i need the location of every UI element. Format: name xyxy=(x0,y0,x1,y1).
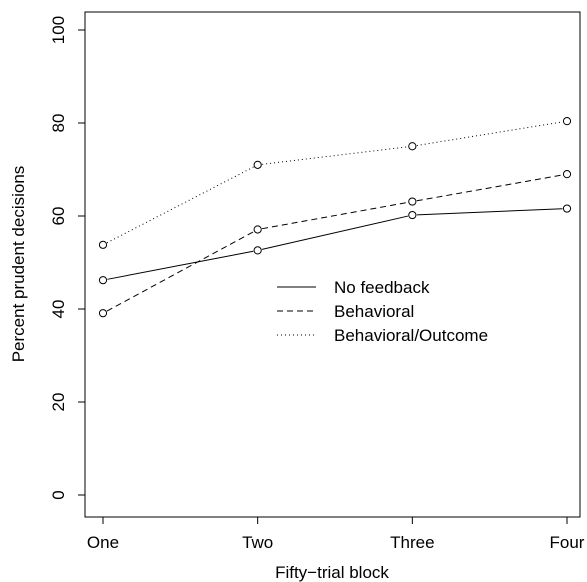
x-tick-label: Two xyxy=(242,533,273,552)
series-line-segment xyxy=(261,215,409,250)
series-line-segment xyxy=(107,250,254,280)
data-point xyxy=(408,197,417,206)
x-axis-title: Fifty−trial block xyxy=(275,563,389,582)
y-tick-label: 80 xyxy=(49,114,68,133)
series-line-segment xyxy=(106,166,254,244)
series-layer xyxy=(98,117,572,318)
series-line-segment xyxy=(416,174,563,202)
data-point xyxy=(98,309,108,318)
data-point xyxy=(253,225,262,234)
data-point xyxy=(253,160,262,169)
data-point xyxy=(253,246,262,255)
plot-frame xyxy=(84,11,581,518)
x-axis: One Two Three Four xyxy=(87,516,585,552)
data-point xyxy=(562,117,572,126)
series-line-segment xyxy=(262,201,408,230)
data-point xyxy=(408,142,417,151)
y-tick-label: 0 xyxy=(49,490,68,499)
y-tick-label: 100 xyxy=(49,16,68,44)
data-point xyxy=(562,204,572,213)
y-tick-label: 20 xyxy=(49,393,68,412)
legend-label: No feedback xyxy=(334,278,430,297)
x-tick-label: Four xyxy=(550,533,585,552)
y-tick-label: 40 xyxy=(49,300,68,319)
series-line-segment xyxy=(416,208,563,216)
y-axis: 0 20 40 60 80 100 xyxy=(49,16,86,500)
series-behavioral xyxy=(98,170,572,318)
data-point xyxy=(562,170,572,179)
series-no-feedback xyxy=(98,204,572,285)
x-tick-label: Three xyxy=(390,533,434,552)
x-tick-label: One xyxy=(87,533,119,552)
y-axis-title: Percent prudent decisions xyxy=(9,166,28,363)
data-point xyxy=(408,210,417,220)
series-line-segment xyxy=(262,146,408,165)
legend-label: Behavioral xyxy=(334,302,414,321)
series-line-segment xyxy=(416,121,563,147)
data-point xyxy=(98,240,108,249)
data-point xyxy=(98,276,108,285)
y-tick-label: 60 xyxy=(49,207,68,226)
series-behavioral-outcome xyxy=(98,117,572,249)
legend-label: Behavioral/Outcome xyxy=(334,326,488,345)
series-line-segment xyxy=(106,231,254,312)
legend: No feedback Behavioral Behavioral/Outcome xyxy=(277,278,488,345)
